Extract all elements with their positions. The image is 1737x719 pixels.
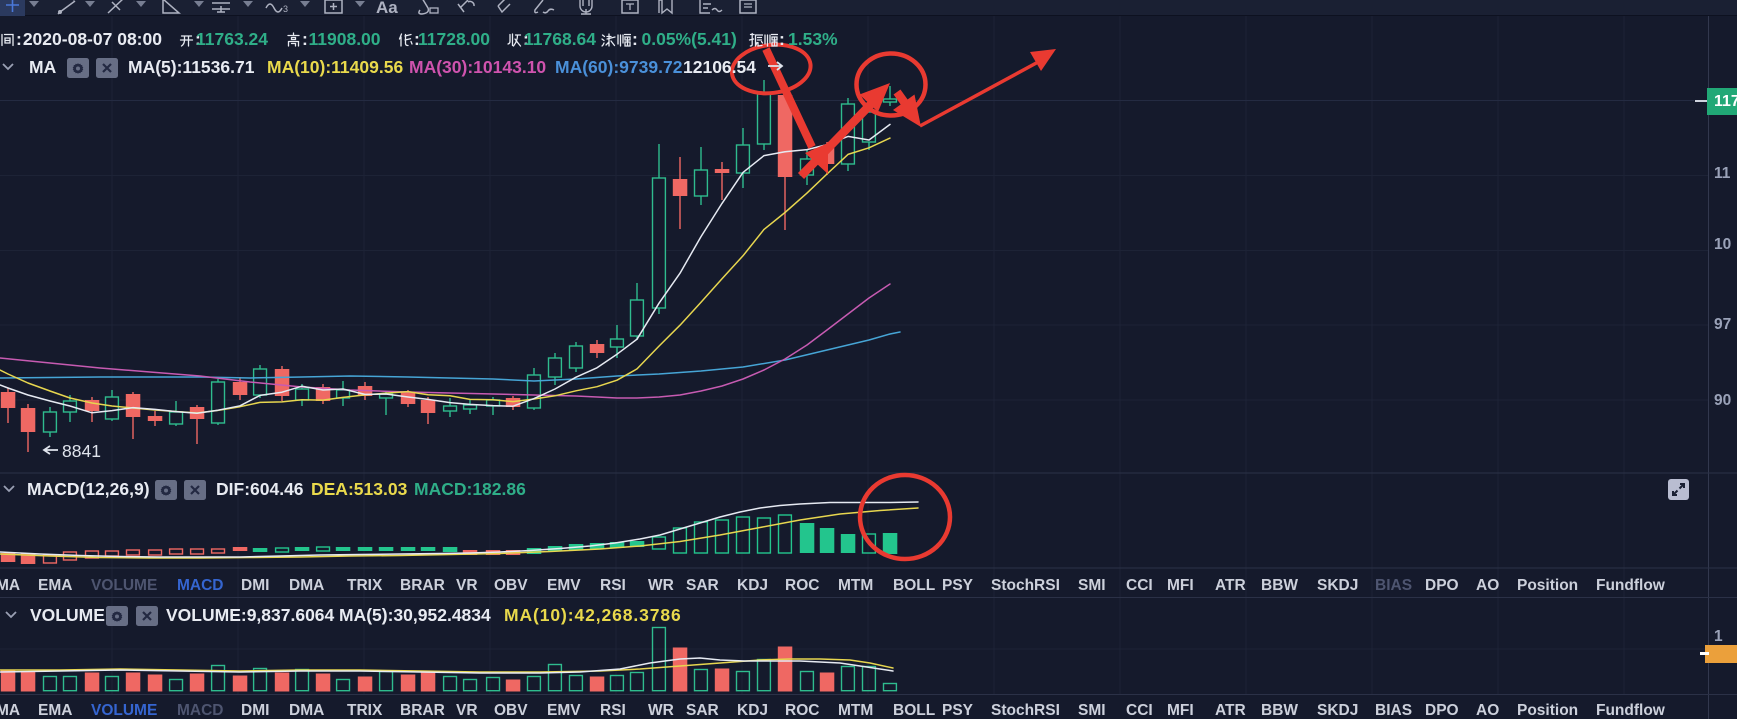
svg-text:3: 3 — [283, 4, 288, 14]
svg-text:Aa: Aa — [376, 0, 398, 16]
